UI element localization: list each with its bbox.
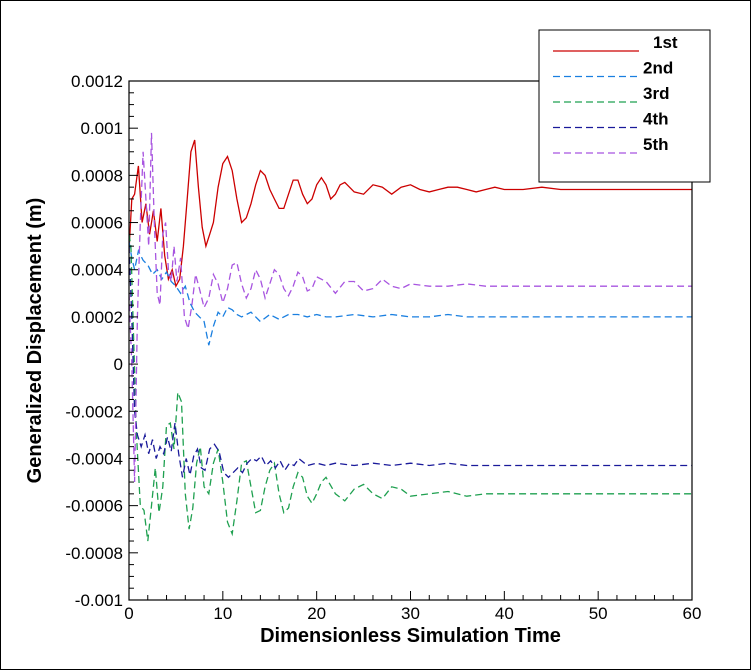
y-tick-label: 0.0002 [71, 308, 123, 327]
x-tick-label: 40 [495, 604, 514, 623]
axes: -0.001 -0.0008 -0.0006 -0.0004 -0.0002 0 0.000… [65, 72, 701, 623]
y-tick-label: -0.001 [75, 591, 123, 610]
y-tick-label: -0.0004 [65, 449, 123, 468]
x-tick-label: 0 [124, 604, 133, 623]
legend-label-4th: 4th [643, 110, 669, 129]
series-line-2nd [129, 241, 692, 346]
y-tick-label: 0.0006 [71, 214, 123, 233]
x-tick-label: 60 [683, 604, 702, 623]
legend-box [538, 29, 711, 183]
y-tick-label: -0.0002 [65, 402, 123, 421]
plot-area [129, 132, 692, 542]
legend-label-3rd: 3rd [643, 84, 669, 103]
y-axis-label: Generalized Displacement (m) [24, 198, 46, 484]
legend-label-5th: 5th [643, 135, 669, 154]
y-tick-label: -0.0008 [65, 544, 123, 563]
y-tick-label: 0.001 [80, 119, 123, 138]
y-tick-label: 0.0004 [71, 261, 123, 280]
y-tick-label: 0.0012 [71, 72, 123, 91]
legend-label-2nd: 2nd [643, 59, 673, 78]
x-tick-label: 20 [307, 604, 326, 623]
legend-label-1st: 1st [653, 33, 678, 52]
y-tick-label: 0.0008 [71, 166, 123, 185]
x-tick-label: 50 [589, 604, 608, 623]
x-tick-label: 10 [213, 604, 232, 623]
series-line-3rd [129, 234, 692, 542]
series-line-1st [129, 139, 692, 289]
y-tick-label: -0.0006 [65, 497, 123, 516]
y-tick-label: 0 [114, 355, 123, 374]
legend: 1st 2nd 3rd 4th 5th [538, 29, 711, 183]
x-axis-label: Dimensionless Simulation Time [260, 625, 561, 647]
x-tick-label: 30 [401, 604, 420, 623]
series-line-4th [129, 246, 692, 479]
